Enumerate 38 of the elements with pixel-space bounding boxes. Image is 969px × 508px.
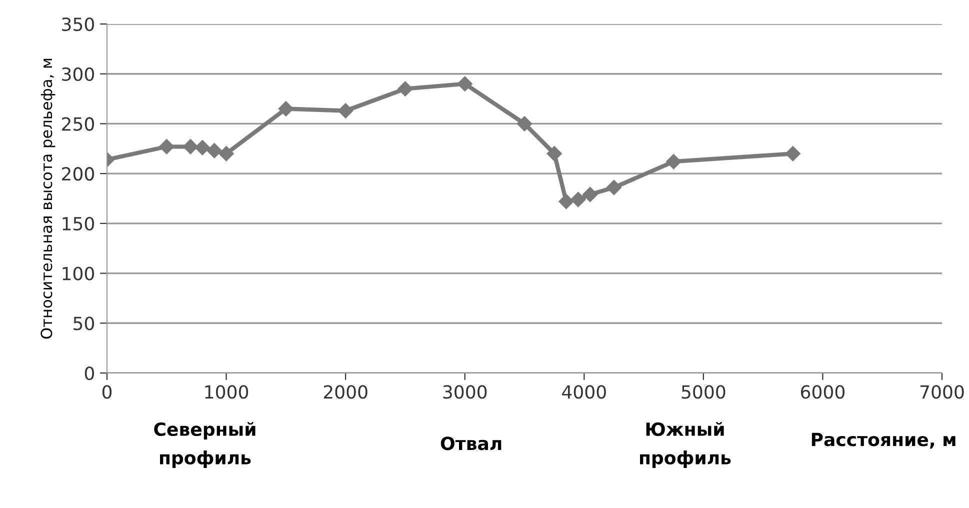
text: Северный профиль [154,422,256,468]
point [182,139,198,154]
point [546,146,562,162]
point [457,76,472,92]
y-tick-label: 350 [62,17,94,32]
point [785,146,800,162]
point [206,143,222,158]
x-tick-label: 0 [102,385,112,399]
point [194,140,210,156]
x-tick-label: 7000 [920,385,964,399]
point [666,154,682,170]
point [218,146,234,162]
point [558,194,574,210]
y-tick-label: 250 [62,117,94,131]
y-axis-title: Относительная высота рельефа, м [40,58,56,339]
y-tick-label: 50 [74,316,94,330]
x-tick-label: 4000 [562,385,606,399]
point [278,101,294,116]
x-tick-label: 1000 [205,385,248,399]
point [570,192,586,208]
point [338,103,354,118]
point [398,81,413,96]
x-tick-label: 2000 [324,385,368,399]
y-tick-label: 0 [84,366,94,380]
text: Отвал [440,436,502,450]
y-tick-label: 300 [62,67,94,81]
x-axis-title: Расстояние, м [812,432,956,449]
x-tick-label: 6000 [801,385,844,399]
x-tick-label: 3000 [443,385,487,399]
y-tick-label: 150 [62,216,94,231]
y-tick-label: 200 [62,167,94,181]
point [159,139,174,154]
point [606,180,622,196]
text: Южный профиль [640,422,731,468]
x-tick-label: 5000 [682,385,726,399]
point [516,116,532,132]
y-tick-label: 100 [62,266,94,280]
point [582,186,598,202]
